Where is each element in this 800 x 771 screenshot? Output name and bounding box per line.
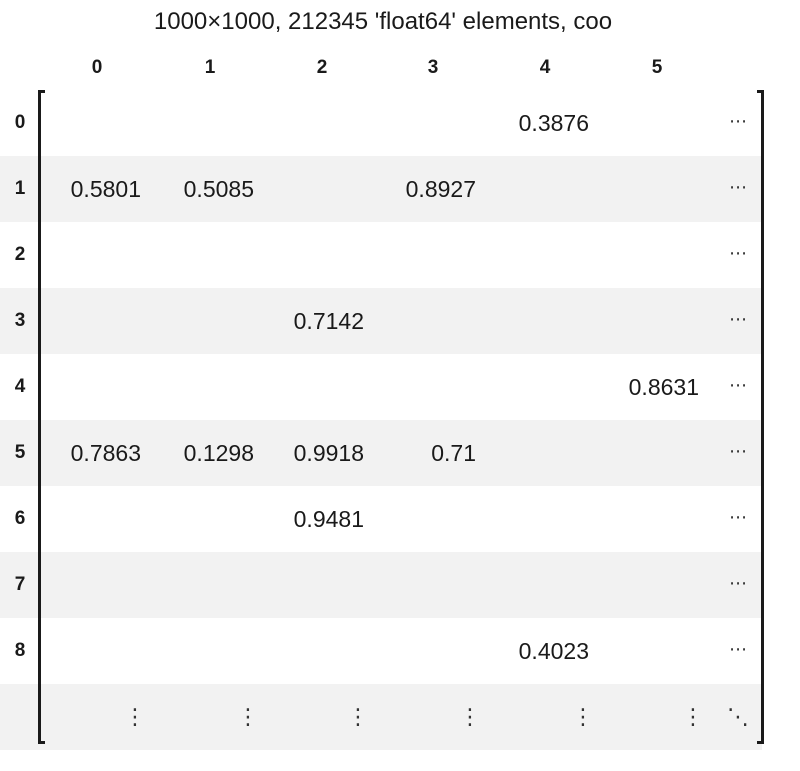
column-ellipsis-icon: ⋮	[347, 704, 369, 729]
matrix-cell: 0.1298	[183, 440, 254, 466]
column-header-4: 4	[539, 57, 551, 78]
row-ellipsis-icon: ⋯	[729, 243, 747, 263]
matrix-cell: 0.7142	[293, 308, 364, 334]
matrix-cell: 0.4023	[518, 638, 589, 664]
row-header-0: 0	[14, 112, 26, 133]
column-header-3: 3	[427, 57, 439, 78]
matrix-cell: 0.7863	[70, 440, 141, 466]
table-row: 6 0.9481 ⋯	[0, 486, 762, 552]
table-row: 4 0.8631 ⋯	[0, 354, 762, 420]
row-ellipsis-icon: ⋯	[729, 441, 747, 461]
table-row: 3 0.7142 ⋯	[0, 288, 762, 354]
column-ellipsis-icon: ⋮	[572, 704, 594, 729]
table-row: 8 0.4023 ⋯	[0, 618, 762, 684]
row-header-7: 7	[14, 574, 26, 595]
table-row: 1 0.5801 0.5085 0.8927 ⋯	[0, 156, 762, 222]
column-header-2: 2	[316, 57, 328, 78]
diagonal-ellipsis-icon: ⋱	[727, 704, 749, 729]
table-row: 5 0.7863 0.1298 0.9918 0.71 ⋯	[0, 420, 762, 486]
row-ellipsis-icon: ⋯	[729, 177, 747, 197]
matrix-cell: 0.71	[431, 440, 476, 466]
column-ellipsis-icon: ⋮	[237, 704, 259, 729]
row-header-4: 4	[14, 376, 26, 397]
column-header-0: 0	[91, 57, 103, 78]
row-header-2: 2	[14, 244, 26, 265]
matrix-cell: 0.8927	[405, 176, 476, 202]
row-ellipsis-icon: ⋯	[729, 507, 747, 527]
matrix-cell: 0.9918	[293, 440, 364, 466]
row-ellipsis-icon: ⋯	[729, 111, 747, 131]
row-ellipsis-icon: ⋯	[729, 573, 747, 593]
column-header-1: 1	[204, 57, 216, 78]
row-header-8: 8	[14, 640, 26, 661]
matrix-cell: 0.5801	[70, 176, 141, 202]
row-header-3: 3	[14, 310, 26, 331]
matrix-cell: 0.5085	[183, 176, 254, 202]
column-ellipsis-icon: ⋮	[682, 704, 704, 729]
row-ellipsis-icon: ⋯	[729, 309, 747, 329]
row-header-1: 1	[14, 178, 26, 199]
table-row: 7 ⋯	[0, 552, 762, 618]
row-header-5: 5	[14, 442, 26, 463]
matrix-cell: 0.3876	[518, 110, 589, 136]
column-ellipsis-icon: ⋮	[459, 704, 481, 729]
matrix-cell: 0.8631	[628, 374, 699, 400]
table-row: 0 0.3876 ⋯	[0, 90, 762, 156]
row-header-6: 6	[14, 508, 26, 529]
table-row: 2 ⋯	[0, 222, 762, 288]
matrix-cell: 0.9481	[293, 506, 364, 532]
column-ellipsis-icon: ⋮	[124, 704, 146, 729]
right-bracket	[757, 90, 764, 744]
row-ellipsis-icon: ⋯	[729, 375, 747, 395]
left-bracket	[38, 90, 45, 744]
table-row: ⋮ ⋮ ⋮ ⋮ ⋮ ⋮ ⋱	[0, 684, 762, 750]
matrix-title: 1000×1000, 212345 'float64' elements, co…	[153, 8, 613, 35]
column-header-5: 5	[651, 57, 663, 78]
row-ellipsis-icon: ⋯	[729, 639, 747, 659]
